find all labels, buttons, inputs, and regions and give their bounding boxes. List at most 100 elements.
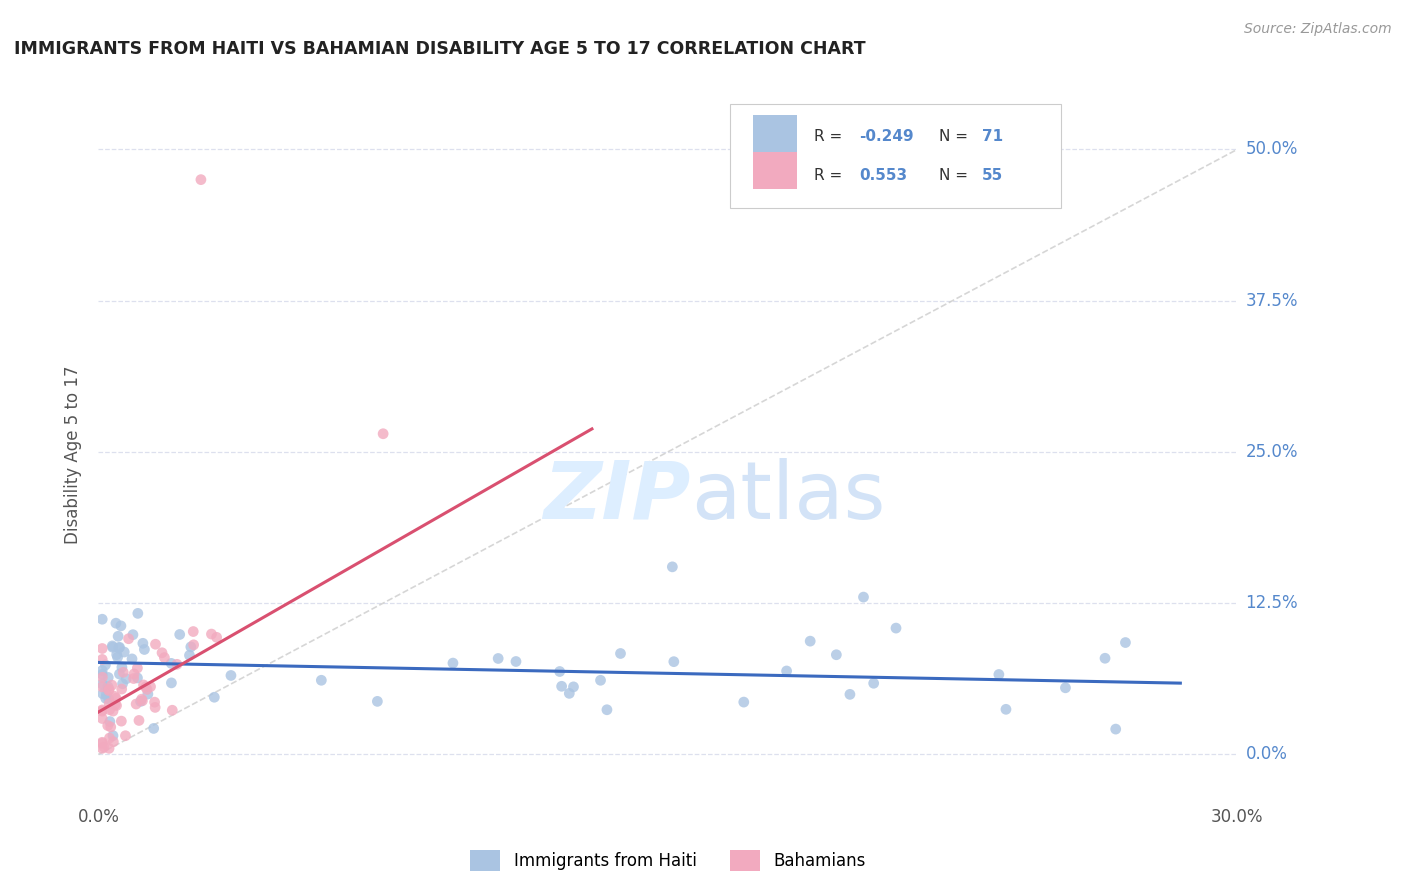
Point: [97, 692, 120, 706]
Point: [122, 628, 145, 642]
Point: [548, 665, 571, 679]
Point: [96, 688, 118, 702]
Point: [311, 673, 333, 688]
Point: [733, 695, 755, 709]
Point: [91, 641, 114, 656]
Point: [97, 680, 120, 694]
Point: [994, 702, 1017, 716]
Point: [110, 619, 132, 633]
Point: [104, 690, 127, 704]
Text: Source: ZipAtlas.com: Source: ZipAtlas.com: [1244, 22, 1392, 37]
Y-axis label: Disability Age 5 to 17: Disability Age 5 to 17: [65, 366, 83, 544]
Point: [107, 629, 129, 643]
Point: [91, 667, 114, 681]
Point: [91, 664, 114, 678]
Text: 50.0%: 50.0%: [1246, 140, 1298, 159]
Point: [115, 672, 138, 686]
Text: R =: R =: [814, 129, 846, 145]
Point: [1114, 635, 1136, 649]
Point: [169, 627, 191, 641]
Point: [562, 680, 585, 694]
Point: [97, 683, 120, 698]
Point: [107, 650, 129, 665]
Text: 71: 71: [983, 129, 1004, 145]
FancyBboxPatch shape: [731, 103, 1060, 208]
Point: [550, 679, 572, 693]
Point: [91, 704, 114, 718]
Point: [101, 729, 124, 743]
Text: 12.5%: 12.5%: [1246, 594, 1298, 612]
Point: [122, 667, 145, 681]
Point: [104, 616, 127, 631]
Point: [202, 690, 225, 705]
Point: [505, 655, 527, 669]
Point: [589, 673, 612, 688]
Point: [371, 426, 394, 441]
Point: [596, 703, 619, 717]
Point: [128, 714, 150, 728]
Point: [91, 712, 114, 726]
Point: [160, 676, 183, 690]
Point: [97, 670, 120, 684]
Point: [98, 703, 121, 717]
Text: R =: R =: [814, 168, 852, 183]
Point: [486, 651, 509, 665]
Point: [114, 729, 136, 743]
Text: 37.5%: 37.5%: [1246, 292, 1298, 310]
Point: [441, 656, 464, 670]
Point: [132, 636, 155, 650]
Point: [122, 672, 145, 686]
FancyBboxPatch shape: [754, 153, 797, 189]
Text: -0.249: -0.249: [859, 129, 914, 145]
Point: [1094, 651, 1116, 665]
Point: [105, 698, 128, 713]
Text: IMMIGRANTS FROM HAITI VS BAHAMIAN DISABILITY AGE 5 TO 17 CORRELATION CHART: IMMIGRANTS FROM HAITI VS BAHAMIAN DISABI…: [14, 40, 866, 58]
Point: [91, 652, 114, 666]
Point: [132, 678, 155, 692]
Point: [97, 718, 120, 732]
Point: [101, 639, 124, 653]
Point: [609, 647, 631, 661]
Point: [91, 680, 114, 694]
Point: [200, 627, 222, 641]
Point: [91, 736, 114, 750]
Point: [98, 682, 121, 697]
Point: [366, 694, 388, 708]
Point: [98, 714, 121, 729]
Point: [103, 735, 125, 749]
Point: [139, 680, 162, 694]
Point: [108, 667, 131, 681]
FancyBboxPatch shape: [754, 115, 797, 153]
Point: [101, 704, 124, 718]
Point: [1105, 722, 1128, 736]
Point: [91, 670, 114, 684]
Text: 55: 55: [983, 168, 1004, 183]
Point: [91, 703, 114, 717]
Point: [105, 691, 128, 706]
Text: 25.0%: 25.0%: [1246, 443, 1298, 461]
Point: [98, 741, 121, 756]
Point: [105, 648, 128, 662]
Point: [205, 631, 228, 645]
Point: [129, 694, 152, 708]
Point: [121, 652, 143, 666]
Text: N =: N =: [939, 129, 973, 145]
Point: [1054, 681, 1077, 695]
Point: [91, 612, 114, 626]
Point: [111, 660, 134, 674]
Point: [111, 677, 134, 691]
Point: [110, 714, 132, 728]
Point: [91, 687, 114, 701]
Point: [112, 645, 135, 659]
Point: [101, 678, 124, 692]
Point: [131, 694, 153, 708]
Point: [91, 741, 114, 756]
Point: [108, 640, 131, 655]
Point: [180, 640, 202, 654]
Text: N =: N =: [939, 168, 973, 183]
Point: [219, 668, 242, 682]
Point: [94, 691, 117, 706]
Legend: Immigrants from Haiti, Bahamians: Immigrants from Haiti, Bahamians: [464, 843, 872, 878]
Point: [125, 697, 148, 711]
Point: [91, 735, 114, 749]
